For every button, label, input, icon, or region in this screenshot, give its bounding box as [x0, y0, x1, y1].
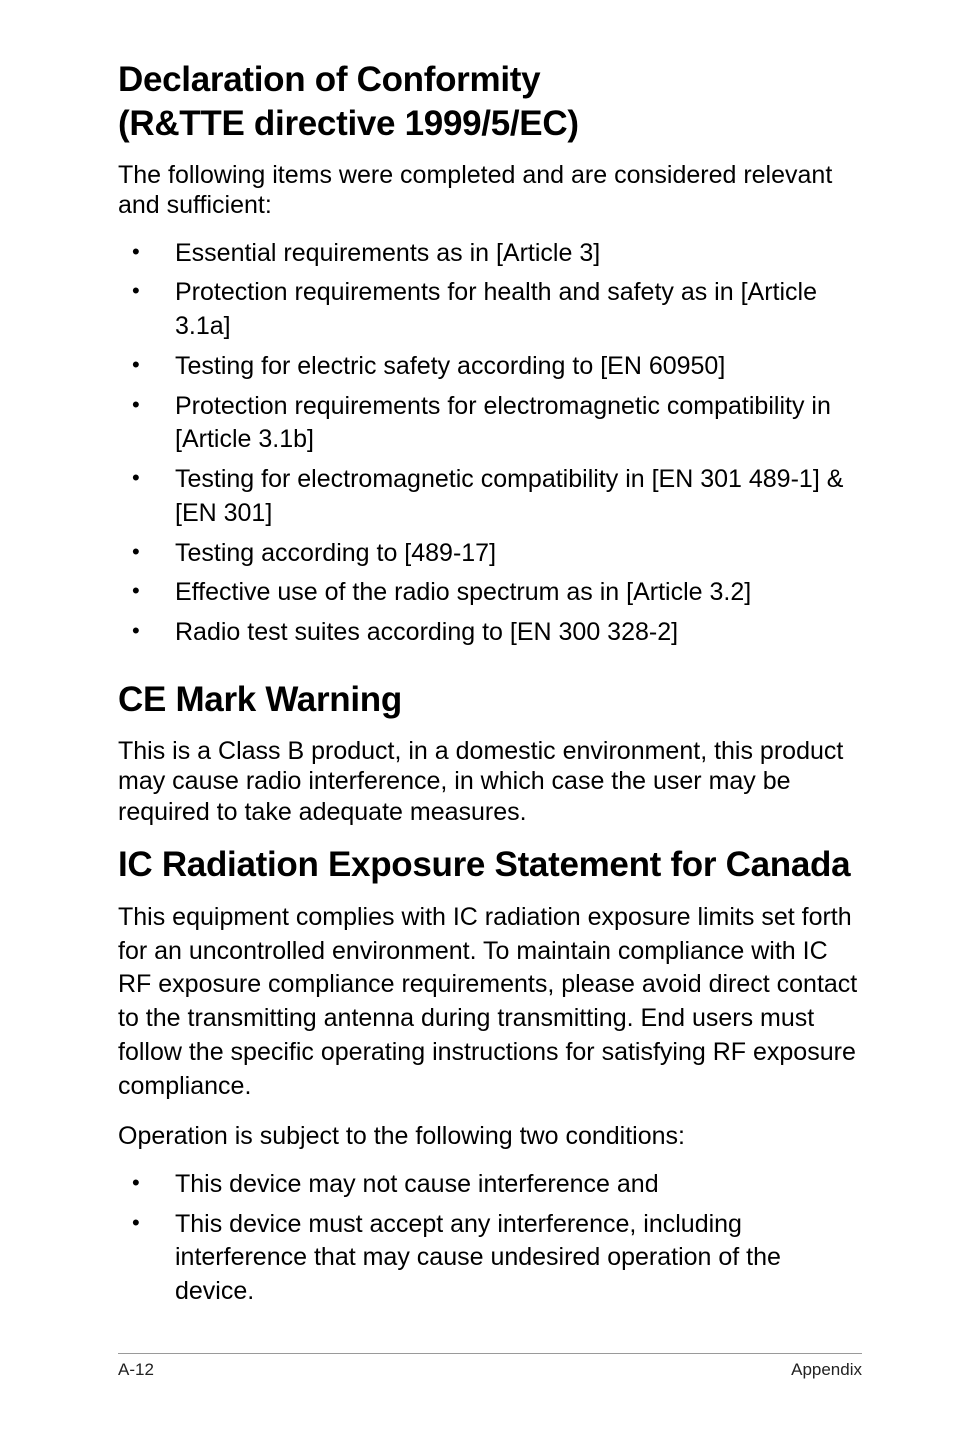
- heading-ic-radiation: IC Radiation Exposure Statement for Cana…: [118, 843, 862, 887]
- bullet-list-ic: This device may not cause interference a…: [118, 1168, 862, 1309]
- list-item: This device must accept any interference…: [118, 1208, 862, 1309]
- list-item: Protection requirements for electromagne…: [118, 390, 862, 458]
- heading-line: Declaration of Conformity: [118, 60, 540, 99]
- footer-section-name: Appendix: [791, 1360, 862, 1380]
- list-item: Testing for electric safety according to…: [118, 350, 862, 384]
- heading-line: IC Radiation Exposure Statement for Cana…: [118, 845, 850, 884]
- paragraph: This is a Class B product, in a domestic…: [118, 736, 862, 828]
- paragraph: Operation is subject to the following tw…: [118, 1121, 862, 1152]
- page: Declaration of Conformity (R&TTE directi…: [0, 0, 954, 1438]
- page-footer: A-12 Appendix: [118, 1353, 862, 1380]
- list-item: Testing for electromagnetic compatibilit…: [118, 463, 862, 531]
- list-item: This device may not cause interference a…: [118, 1168, 862, 1202]
- paragraph: This equipment complies with IC radiatio…: [118, 901, 862, 1104]
- list-item: Protection requirements for health and s…: [118, 276, 862, 344]
- list-item: Radio test suites according to [EN 300 3…: [118, 616, 862, 650]
- bullet-list-declaration: Essential requirements as in [Article 3]…: [118, 237, 862, 650]
- heading-line: CE Mark Warning: [118, 680, 402, 719]
- paragraph: The following items were completed and a…: [118, 160, 862, 221]
- list-item: Effective use of the radio spectrum as i…: [118, 576, 862, 610]
- heading-line: (R&TTE directive 1999/5/EC): [118, 104, 579, 143]
- heading-declaration: Declaration of Conformity (R&TTE directi…: [118, 58, 862, 146]
- list-item: Essential requirements as in [Article 3]: [118, 237, 862, 271]
- footer-page-number: A-12: [118, 1360, 154, 1380]
- list-item: Testing according to [489-17]: [118, 537, 862, 571]
- heading-ce-mark: CE Mark Warning: [118, 678, 862, 722]
